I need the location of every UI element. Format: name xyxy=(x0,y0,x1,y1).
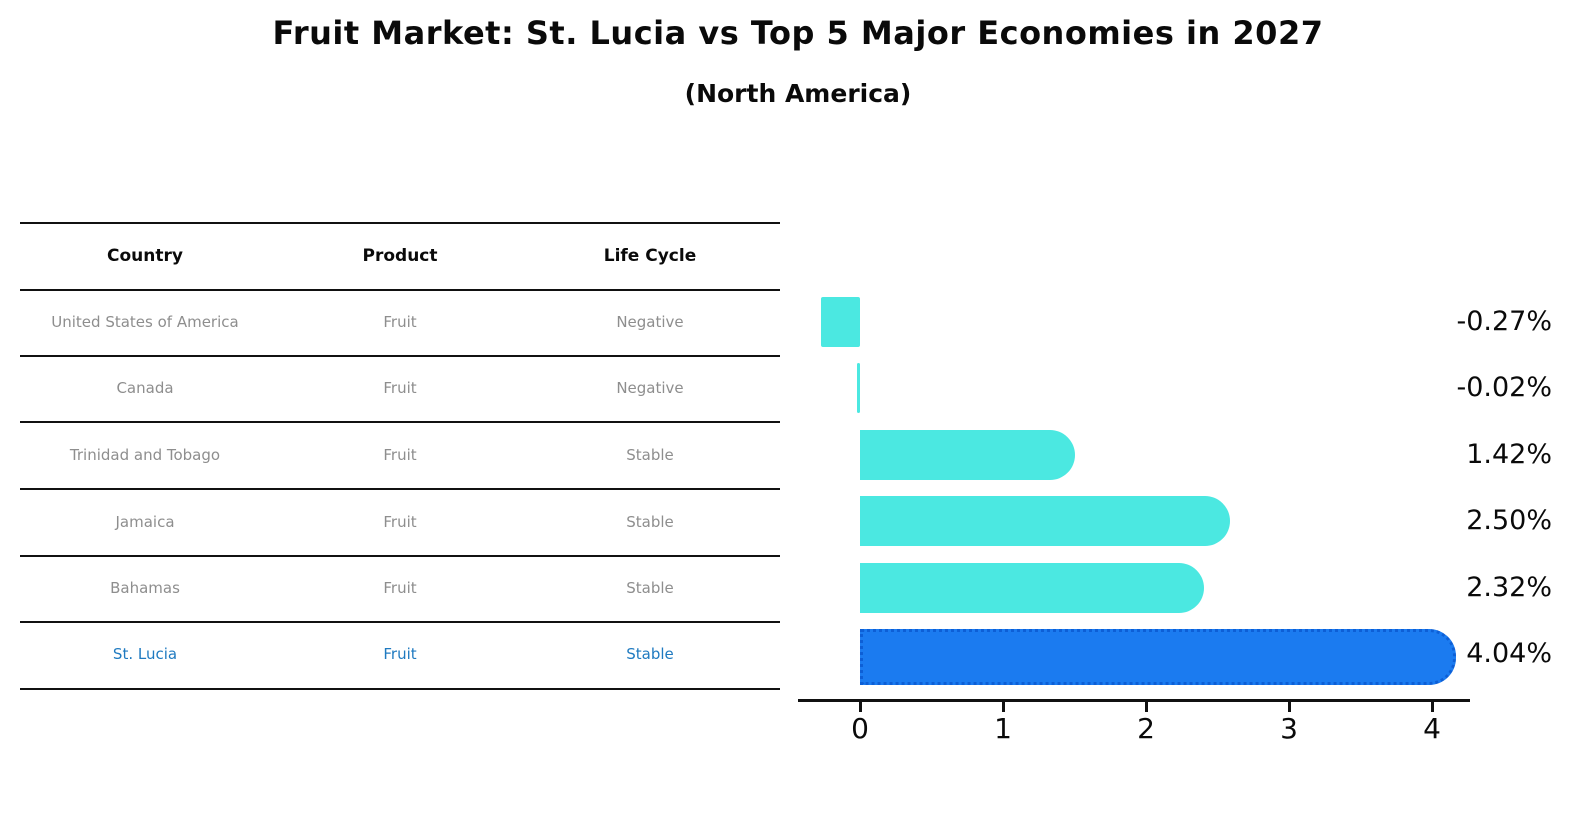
bar-bahamas xyxy=(860,563,1204,613)
chart-subtitle: (North America) xyxy=(684,79,912,108)
x-axis-tick xyxy=(1145,702,1148,712)
table-cell-country: Canada xyxy=(116,379,174,397)
table-divider xyxy=(20,289,780,291)
value-label-jamaica: 2.50% xyxy=(1466,505,1552,536)
table-cell-country: Trinidad and Tobago xyxy=(69,446,221,464)
value-label-canada: -0.02% xyxy=(1456,372,1552,403)
table-cell-product: Fruit xyxy=(383,313,417,331)
column-header-life-cycle: Life Cycle xyxy=(603,246,697,266)
bar-canada xyxy=(857,363,860,413)
table-divider xyxy=(20,355,780,357)
bar-trinidad-and-tobago xyxy=(860,430,1076,480)
value-label-trinidad-and-tobago: 1.42% xyxy=(1466,439,1552,470)
table-cell-product: Fruit xyxy=(383,513,417,531)
bar-united-states-of-america xyxy=(821,297,860,347)
x-axis-tick-label: 1 xyxy=(994,712,1012,745)
table-cell-life-cycle: Stable xyxy=(626,513,674,531)
x-axis-line xyxy=(798,699,1470,702)
table-divider xyxy=(20,688,780,690)
x-axis-tick xyxy=(859,702,862,712)
table-divider xyxy=(20,222,780,224)
table-divider xyxy=(20,555,780,557)
chart-title: Fruit Market: St. Lucia vs Top 5 Major E… xyxy=(272,14,1324,52)
table-cell-product: Fruit xyxy=(383,446,417,464)
table-cell-life-cycle: Negative xyxy=(616,313,684,331)
column-header-country: Country xyxy=(107,246,183,266)
column-header-product: Product xyxy=(362,246,438,266)
x-axis-tick-label: 3 xyxy=(1280,712,1298,745)
x-axis-tick-label: 0 xyxy=(851,712,869,745)
value-label-united-states-of-america: -0.27% xyxy=(1456,306,1552,337)
bar-jamaica xyxy=(860,496,1230,546)
table-cell-life-cycle: Stable xyxy=(626,645,674,663)
x-axis-tick-label: 4 xyxy=(1423,712,1441,745)
table-cell-life-cycle: Stable xyxy=(626,579,674,597)
table-divider xyxy=(20,488,780,490)
bar-st-lucia xyxy=(860,629,1456,685)
table-cell-country: United States of America xyxy=(51,313,239,331)
x-axis-tick xyxy=(1288,702,1291,712)
table-divider xyxy=(20,421,780,423)
table-cell-life-cycle: Negative xyxy=(616,379,684,397)
x-axis-tick-label: 2 xyxy=(1137,712,1155,745)
value-label-st-lucia: 4.04% xyxy=(1466,638,1552,669)
table-cell-product: Fruit xyxy=(383,645,417,663)
table-cell-product: Fruit xyxy=(383,379,417,397)
x-axis-tick xyxy=(1002,702,1005,712)
table-cell-country: Jamaica xyxy=(115,513,175,531)
table-cell-country: Bahamas xyxy=(110,579,180,597)
table-divider xyxy=(20,621,780,623)
table-cell-life-cycle: Stable xyxy=(626,446,674,464)
value-label-bahamas: 2.32% xyxy=(1466,572,1552,603)
table-cell-product: Fruit xyxy=(383,579,417,597)
table-cell-country: St. Lucia xyxy=(112,645,178,663)
x-axis-tick xyxy=(1431,702,1434,712)
